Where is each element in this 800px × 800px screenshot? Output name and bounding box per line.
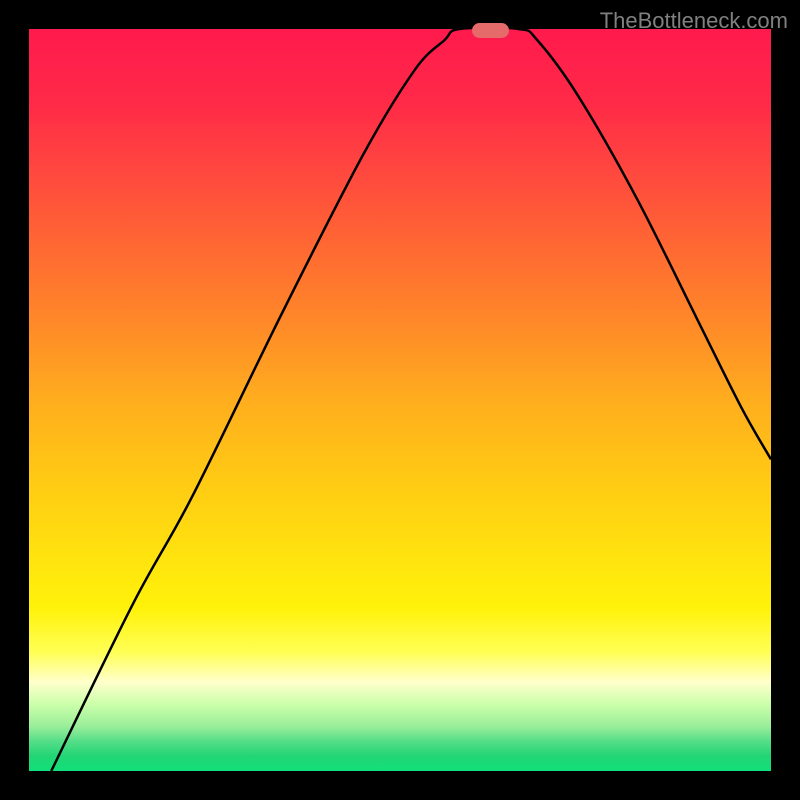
chart-container: TheBottleneck.com (0, 0, 800, 800)
bottleneck-curve (29, 29, 771, 771)
curve-path (51, 29, 771, 771)
optimal-point-marker (472, 23, 509, 38)
watermark-text: TheBottleneck.com (600, 8, 788, 34)
